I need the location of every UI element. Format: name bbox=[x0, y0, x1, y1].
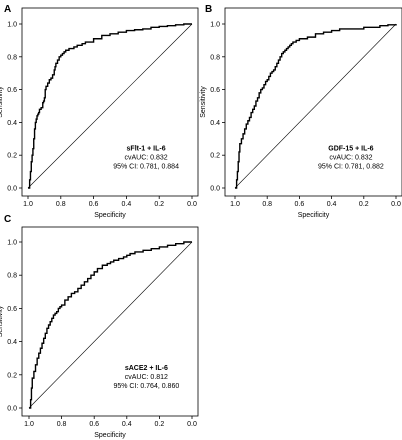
y-tick-label: 0.0 bbox=[210, 186, 220, 193]
y-tick-label: 0.4 bbox=[7, 339, 17, 346]
x-tick-label: 0.4 bbox=[122, 201, 132, 208]
reference-diagonal bbox=[27, 23, 193, 189]
x-tick-label: 1.0 bbox=[24, 421, 34, 428]
x-axis-title: Specificity bbox=[94, 432, 126, 439]
x-tick-label: 0.6 bbox=[89, 421, 99, 428]
roc-curve-line bbox=[235, 24, 397, 189]
x-tick-label: 0.0 bbox=[187, 421, 197, 428]
x-tick-label: 0.0 bbox=[391, 201, 401, 208]
x-tick-label: 0.4 bbox=[327, 201, 337, 208]
x-tick-label: 0.6 bbox=[89, 201, 99, 208]
x-axis-title: Specificity bbox=[94, 212, 126, 219]
annotation-auc: cvAUC: 0.832 bbox=[329, 154, 372, 161]
x-tick-label: 0.2 bbox=[155, 421, 165, 428]
y-axis-title: Sensitivity bbox=[0, 305, 4, 337]
roc-curve-line bbox=[29, 241, 192, 409]
x-tick-label: 0.8 bbox=[57, 421, 67, 428]
panel-letter: A bbox=[4, 4, 11, 15]
plot-frame bbox=[21, 226, 199, 417]
annotation-auc: cvAUC: 0.832 bbox=[124, 154, 167, 161]
plot-frame bbox=[21, 7, 199, 197]
reference-diagonal bbox=[234, 23, 397, 189]
annotation-ci: 95% CI: 0.764, 0.860 bbox=[113, 383, 179, 390]
x-tick-label: 0.0 bbox=[187, 201, 197, 208]
y-tick-label: 0.4 bbox=[210, 120, 220, 127]
y-tick-label: 0.6 bbox=[210, 87, 220, 94]
annotation-title: sACE2 + IL-6 bbox=[125, 365, 168, 372]
y-tick-label: 0.8 bbox=[7, 54, 17, 61]
x-tick-label: 0.8 bbox=[56, 201, 66, 208]
annotation-title: GDF-15 + IL-6 bbox=[328, 145, 373, 152]
x-tick-label: 1.0 bbox=[23, 201, 33, 208]
y-tick-label: 1.0 bbox=[7, 22, 17, 29]
y-tick-label: 0.0 bbox=[7, 186, 17, 193]
y-tick-label: 0.2 bbox=[7, 372, 17, 379]
x-tick-label: 1.0 bbox=[230, 201, 240, 208]
panel-a: A 0.0 0.2 0.4 0.6 0.8 1.0 1.0 0.8 0.6 0.4 0.2 0.0 Spe… bbox=[0, 4, 199, 219]
y-axis-title: Sensitivity bbox=[200, 86, 207, 118]
y-tick-label: 1.0 bbox=[210, 22, 220, 29]
x-tick-label: 0.2 bbox=[359, 201, 369, 208]
x-tick-label: 0.4 bbox=[122, 421, 132, 428]
reference-diagonal bbox=[28, 241, 193, 409]
y-tick-label: 0.0 bbox=[7, 406, 17, 413]
y-axis-title: Sensitivity bbox=[0, 86, 4, 118]
y-tick-label: 0.8 bbox=[7, 273, 17, 280]
annotation-ci: 95% CI: 0.781, 0.884 bbox=[113, 163, 179, 170]
plot-frame bbox=[224, 7, 402, 197]
panel-c: C 0.0 0.2 0.4 0.6 0.8 1.0 1.0 0.8 0.6 0.4 0.2 0.0 Spe… bbox=[0, 214, 199, 439]
y-tick-label: 0.6 bbox=[7, 306, 17, 313]
y-tick-label: 1.0 bbox=[7, 240, 17, 247]
x-axis-title: Specificity bbox=[298, 212, 330, 219]
y-tick-label: 0.6 bbox=[7, 87, 17, 94]
y-tick-label: 0.8 bbox=[210, 54, 220, 61]
annotation-ci: 95% CI: 0.781, 0.882 bbox=[318, 163, 384, 170]
panel-letter: C bbox=[4, 214, 11, 225]
y-tick-label: 0.4 bbox=[7, 120, 17, 127]
x-tick-label: 0.8 bbox=[262, 201, 272, 208]
x-tick-label: 0.2 bbox=[154, 201, 164, 208]
annotation-auc: cvAUC: 0.812 bbox=[125, 374, 168, 381]
y-tick-label: 0.2 bbox=[210, 153, 220, 160]
x-tick-label: 0.6 bbox=[295, 201, 305, 208]
roc-curve-line bbox=[28, 23, 192, 189]
y-tick-label: 0.2 bbox=[7, 153, 17, 160]
panel-letter: B bbox=[205, 4, 212, 15]
annotation-title: sFlt-1 + IL-6 bbox=[127, 145, 166, 152]
panel-b: B 0.0 0.2 0.4 0.6 0.8 1.0 1.0 0.8 0.6 0.4 0.2 0.0 Spe… bbox=[200, 4, 402, 219]
